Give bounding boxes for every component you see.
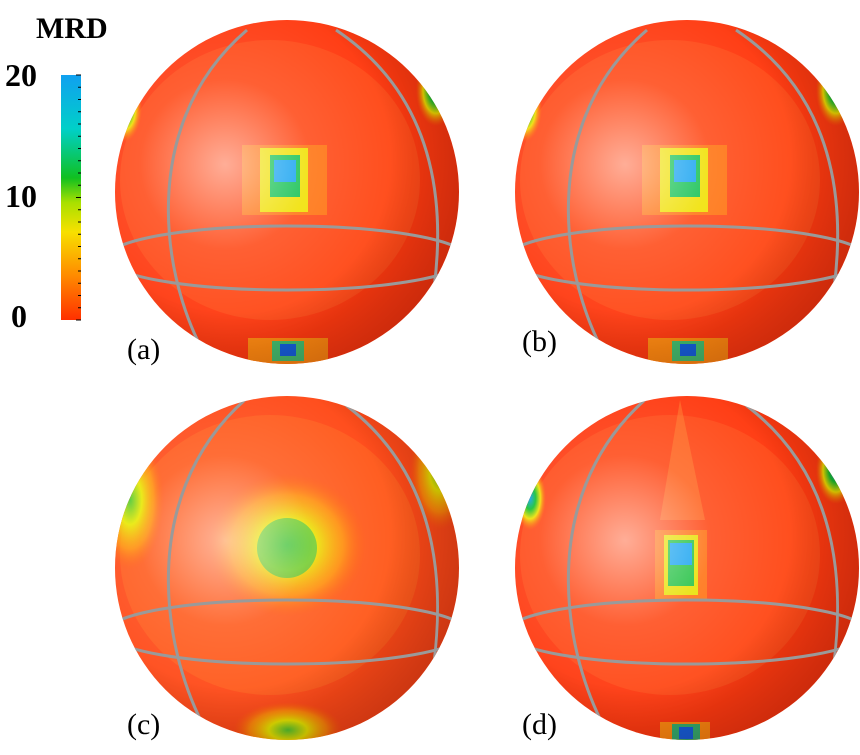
colorbar-ticks [76, 74, 81, 321]
colorbar-tick-label-max: 20 [5, 57, 37, 93]
sphere-c [115, 396, 459, 740]
colorbar-tick-label-mid: 10 [5, 178, 37, 214]
panel-label-c: (c) [127, 708, 161, 741]
colorbar-title: MRD [36, 12, 108, 45]
panel-label-d: (d) [522, 708, 557, 741]
sphere-d [515, 396, 859, 740]
colorbar [61, 74, 81, 321]
sphere-a [115, 20, 459, 364]
colorbar-tick-label-min: 0 [11, 298, 27, 334]
colorbar-gradient [61, 75, 81, 320]
panel-label-b: (b) [522, 325, 557, 358]
panel-label-a: (a) [127, 333, 161, 366]
sphere-b [515, 20, 859, 364]
